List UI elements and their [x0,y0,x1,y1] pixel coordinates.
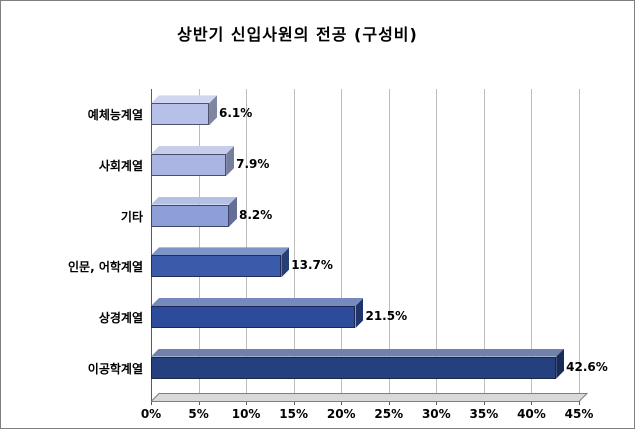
bar [151,95,218,126]
value-label: 8.2% [238,207,273,222]
bar-side-face [281,247,290,278]
floor-front-edge [151,401,579,402]
bar-front-face [151,154,227,176]
x-tick-label: 25% [374,407,404,421]
gridline [436,89,438,393]
chart-title: 상반기 신입사원의 전공 (구성비) [177,25,418,44]
bar-top-face [151,247,289,255]
bar-front-face [151,204,229,227]
bar-top-face [151,349,564,357]
category-label: 예체능계열 [87,108,143,123]
bar-front-face [151,356,557,379]
x-axis-tick [198,401,200,405]
value-label: 6.1% [219,106,253,121]
x-tick-label: 40% [517,407,546,421]
x-axis-tick [579,401,580,405]
gridline [483,89,485,393]
bar-side-face [228,196,237,227]
bar [151,298,364,328]
x-tick-label: 0% [140,407,162,421]
x-tick-label: 5% [188,407,209,421]
bar-side-face [355,298,364,328]
value-label: 21.5% [365,309,408,323]
bar-top-face [151,146,234,154]
bar-front-face [151,103,210,126]
category-label: 기타 [120,209,143,224]
x-tick-label: 10% [231,407,261,421]
bar [151,146,235,176]
x-axis-tick [341,401,343,405]
x-axis-tick [151,401,152,405]
bar-side-face [226,146,235,176]
value-label: 42.6% [566,359,608,374]
y-axis-line [151,89,152,401]
bar-side-face [556,348,565,379]
gridline [531,89,533,393]
gridline [579,89,580,393]
x-axis-tick [483,401,485,405]
gridline [198,89,200,393]
floor-back-edge [159,393,587,394]
category-label: 이공학계열 [87,361,143,376]
x-axis-tick [246,401,248,405]
chart-floor [151,393,587,401]
gridline [293,89,295,393]
gridline [246,89,248,393]
gridline [388,89,390,393]
category-label: 상경계열 [98,311,143,325]
bar-top-face [151,95,217,103]
x-tick-label: 15% [279,407,309,421]
bar [151,348,565,379]
x-axis-tick [531,401,533,405]
x-tick-label: 20% [326,407,356,421]
bar-front-face [151,255,282,278]
x-tick-label: 35% [469,407,499,421]
x-axis-tick [388,401,390,405]
x-axis-tick [436,401,438,405]
x-tick-label: 45% [564,407,594,421]
bar [151,247,290,278]
bar-top-face [151,197,237,205]
category-label: 인문, 어학계열 [68,260,143,275]
gridline [341,89,343,393]
bar-side-face [209,95,218,126]
category-label: 사회계열 [98,159,143,173]
value-label: 7.9% [236,157,270,171]
bar-front-face [151,306,356,328]
bar [151,196,237,227]
bar-top-face [151,298,363,306]
x-tick-label: 30% [421,407,451,421]
value-label: 13.7% [291,258,333,273]
x-axis-tick [293,401,295,405]
